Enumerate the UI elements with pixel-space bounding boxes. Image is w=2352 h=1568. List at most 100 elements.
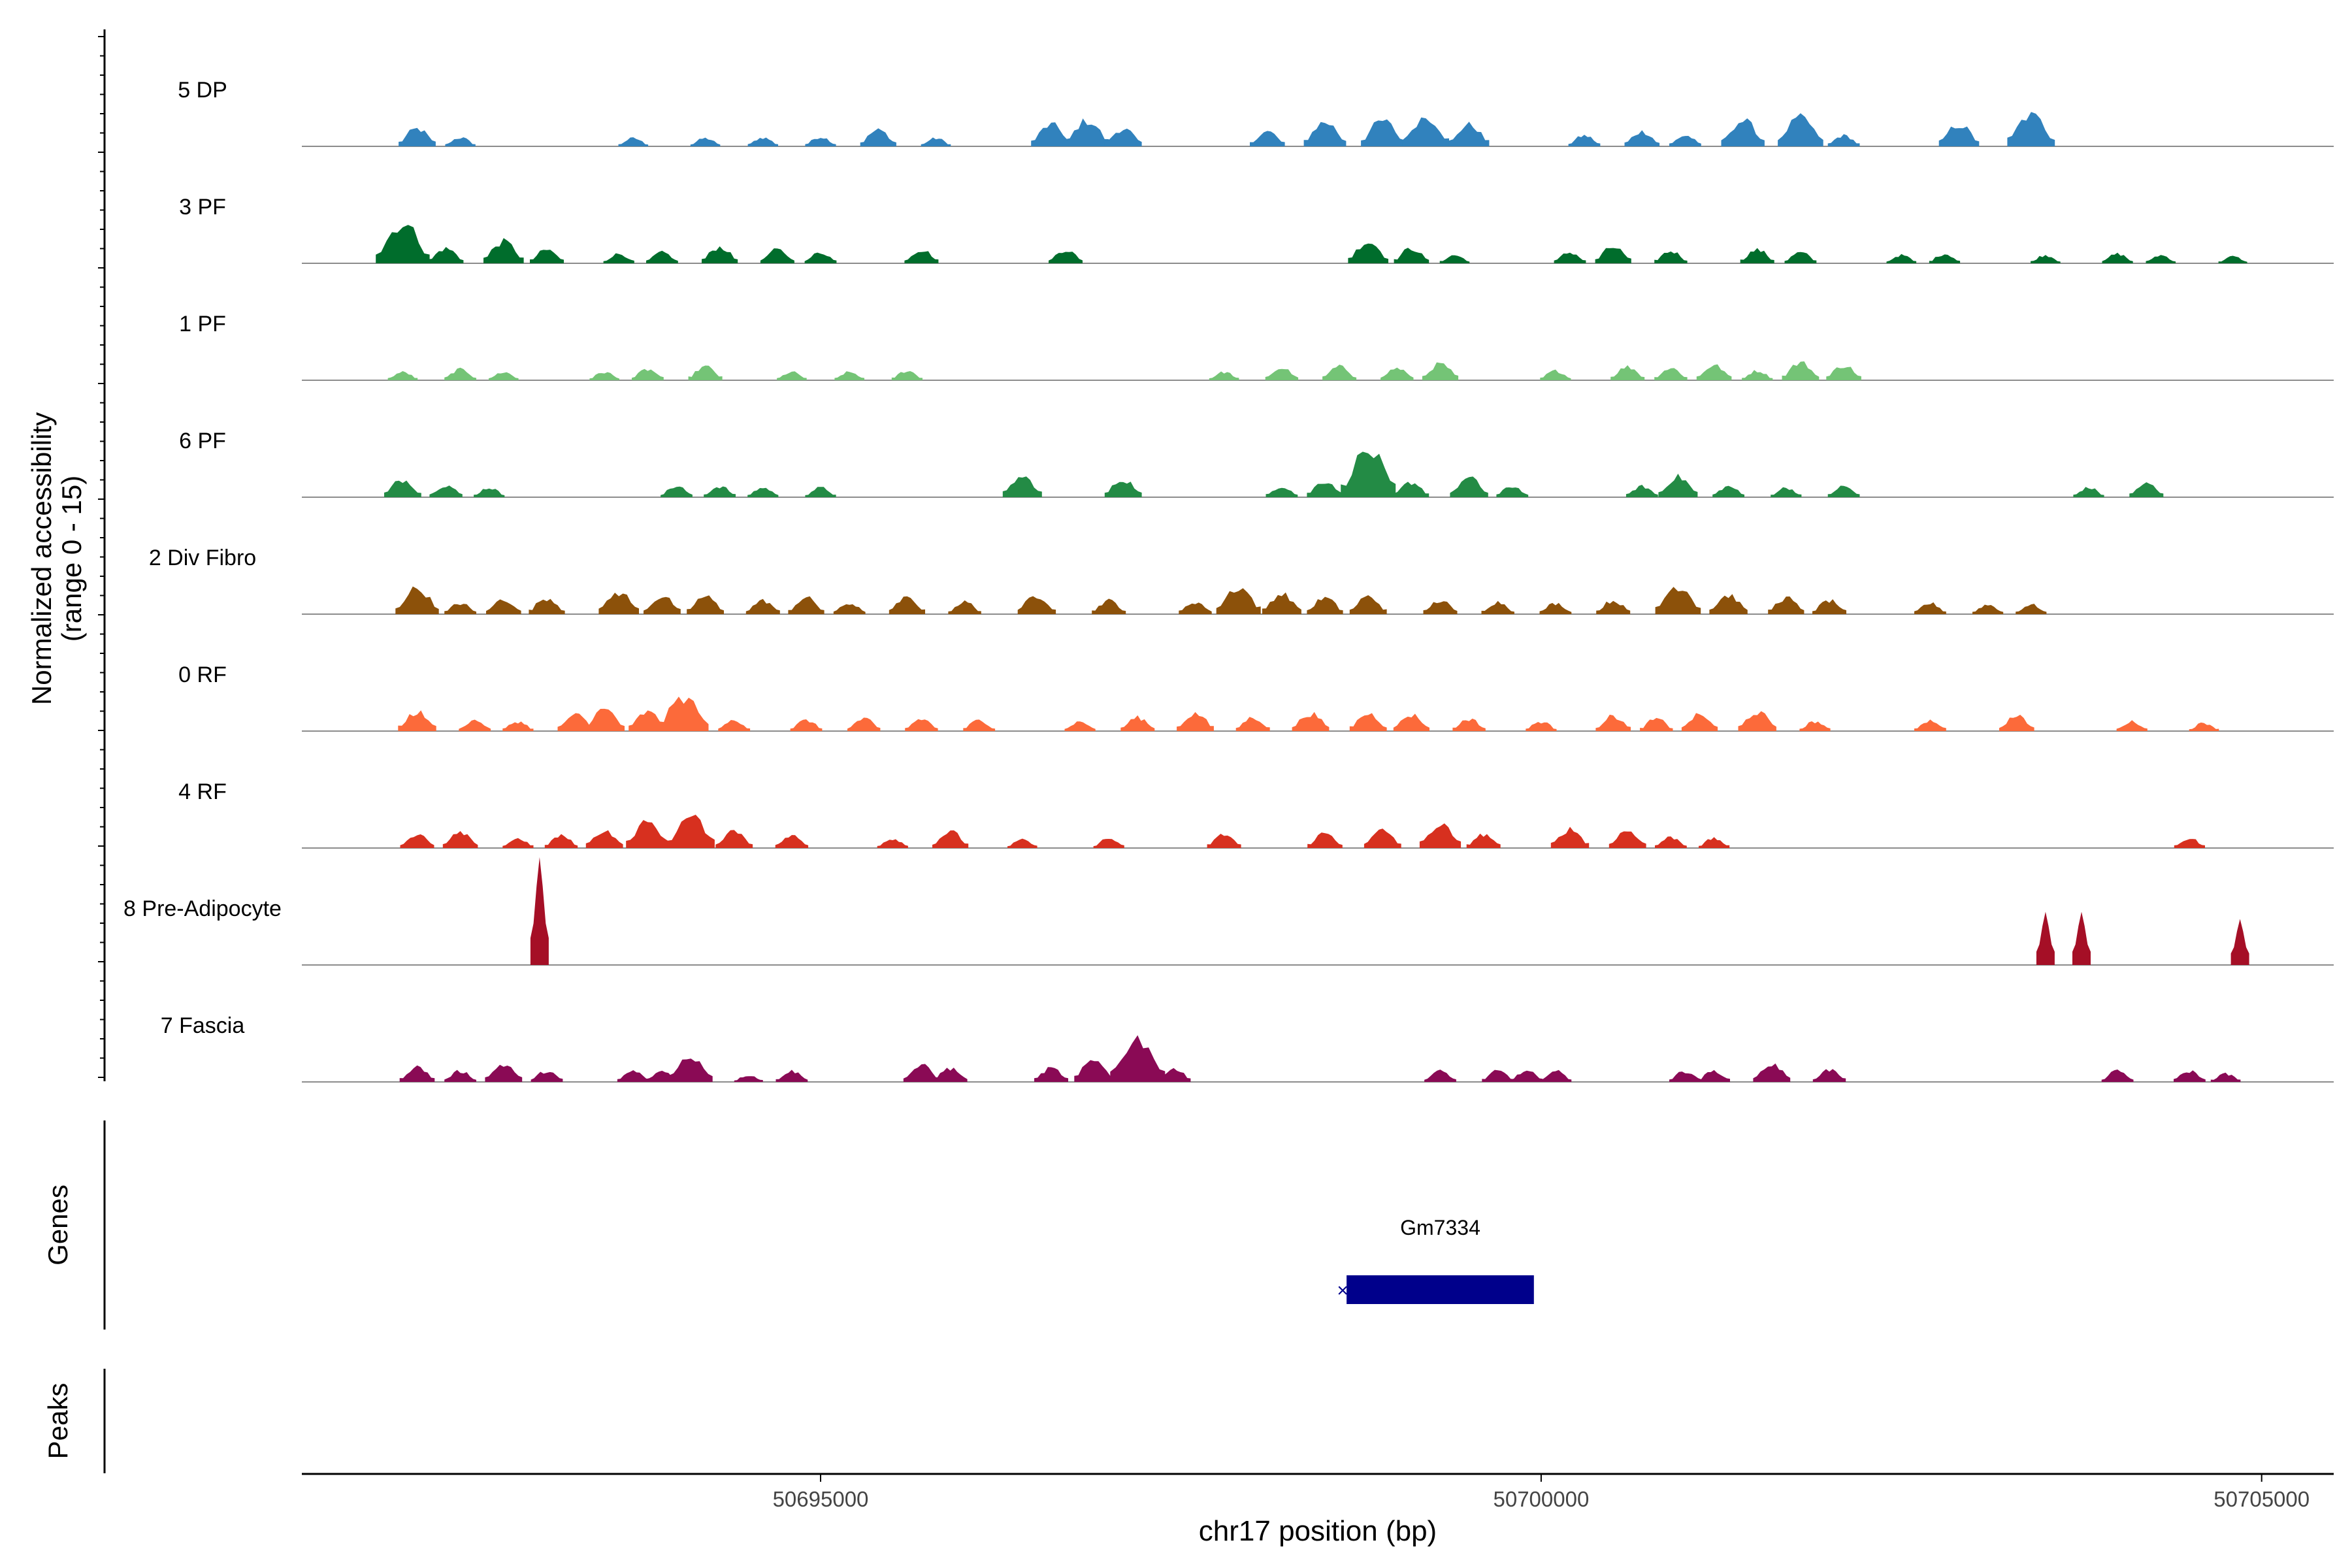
coverage-peak (1393, 713, 1429, 731)
coverage-peak (1207, 834, 1241, 848)
coverage-peak (948, 600, 981, 614)
coverage-peak (747, 487, 779, 497)
genes-track: × Gm7334 (1337, 1216, 1534, 1304)
coverage-peak (747, 137, 778, 146)
coverage-peak (1709, 594, 1748, 614)
coverage-peak (1972, 604, 2004, 614)
coverage-peak (529, 598, 565, 614)
coverage-peak (1699, 837, 1730, 848)
coverage-peak (1177, 711, 1214, 731)
coverage-peak (1065, 118, 1109, 146)
coverage-peak (776, 1070, 808, 1082)
coverage-peak (1681, 713, 1718, 731)
track-label: 0 RF (178, 662, 227, 687)
coverage-peak (445, 137, 476, 146)
track-1-pf: 1 PF (179, 312, 2334, 381)
coverage-peak (2174, 839, 2205, 848)
coverage-peak (1826, 367, 1861, 380)
track-3-pf: 3 PF (179, 195, 2334, 264)
coverage-peak (1074, 1060, 1115, 1082)
coverage-peak (1266, 487, 1298, 497)
coverage-peak (1341, 451, 1396, 497)
coverage-peak (1110, 1035, 1166, 1082)
coverage-peak (626, 820, 670, 848)
coverage-peak (1999, 715, 2034, 731)
coverage-peak (617, 1070, 649, 1082)
coverage-peak (1349, 713, 1387, 731)
coverage-peak (429, 485, 463, 497)
coverage-peak (2116, 720, 2148, 731)
coverage-peak (1929, 254, 1961, 263)
coverage-peak (1064, 721, 1096, 731)
y-axis-title-line2: (range 0 - 15) (56, 476, 87, 642)
coverage-peak (1771, 487, 1802, 497)
coverage-peak (1394, 482, 1429, 497)
peaks-panel-label: Peaks (42, 1383, 73, 1460)
coverage-peak (1423, 601, 1458, 614)
coverage-peak (384, 480, 421, 497)
genes-panel-label: Genes (42, 1184, 73, 1266)
coverage-peak (1349, 595, 1387, 614)
coverage-peak (485, 1064, 523, 1082)
coverage-peak (1540, 369, 1571, 380)
coverage-peak (669, 1058, 713, 1082)
coverage-peak (2210, 1072, 2241, 1082)
coverage-peak (1768, 596, 1805, 614)
track-label: 7 Fascia (161, 1013, 245, 1038)
coverage-peak (661, 486, 693, 497)
track-label: 3 PF (179, 195, 226, 220)
x-tick-label: 50700000 (1493, 1487, 1589, 1511)
coverage-peak (718, 720, 751, 731)
coverage-peak (1348, 243, 1388, 263)
coverage-peak (889, 596, 925, 614)
coverage-peak (2174, 1070, 2206, 1082)
coverage-peak (1712, 485, 1744, 497)
coverage-peak (531, 1071, 563, 1082)
coverage-peak (1307, 483, 1343, 497)
coverage-peak (904, 251, 939, 263)
coverage-peak (1740, 248, 1774, 263)
coverage-peak (1307, 832, 1343, 848)
coverage-peak (1017, 596, 1056, 614)
coverage-peak (702, 246, 738, 263)
coverage-peak (1419, 823, 1462, 848)
coverage-peak (1034, 1067, 1068, 1082)
coverage-peak (1364, 828, 1401, 848)
coverage-peak (1402, 117, 1449, 146)
coverage-peak (1595, 714, 1631, 731)
track-label: 8 Pre-Adipocyte (123, 896, 282, 921)
coverage-peak (1120, 715, 1155, 731)
coverage-peak (775, 835, 809, 848)
coverage-peak (659, 696, 709, 731)
coverage-peak (1216, 588, 1261, 614)
coverage-peak (1481, 600, 1514, 614)
coverage-peak (1812, 1069, 1846, 1082)
coverage-peak (1827, 134, 1860, 146)
coverage-peak (1886, 253, 1917, 263)
coverage-peak (376, 225, 430, 263)
track-6-pf: 6 PF (179, 429, 2334, 498)
coverage-peak (584, 708, 625, 731)
track-label: 1 PF (179, 312, 226, 336)
coverage-peak (1742, 370, 1773, 380)
coverage-peak (2218, 255, 2247, 263)
coverage-peak (399, 1065, 435, 1082)
coverage-peak (1554, 252, 1586, 263)
coverage-peak (1655, 836, 1687, 848)
coverage-peak (1914, 602, 1946, 614)
coverage-peak (1466, 833, 1501, 848)
coverage-peak (903, 1064, 939, 1082)
coverage-peak (1482, 1070, 1514, 1082)
coverage-peak (805, 487, 836, 497)
coverage-peak (1609, 831, 1646, 848)
coverage-peak (1262, 592, 1301, 614)
coverage-peak (2072, 911, 2091, 965)
coverage-y-ticks (98, 36, 105, 1078)
coverage-peak (2036, 911, 2055, 965)
coverage-peak (1511, 1070, 1543, 1082)
coverage-peak (1452, 718, 1486, 731)
coverage-peak (1424, 1070, 1456, 1082)
track-label: 2 Div Fibro (149, 546, 256, 570)
coverage-peak (1448, 122, 1490, 146)
